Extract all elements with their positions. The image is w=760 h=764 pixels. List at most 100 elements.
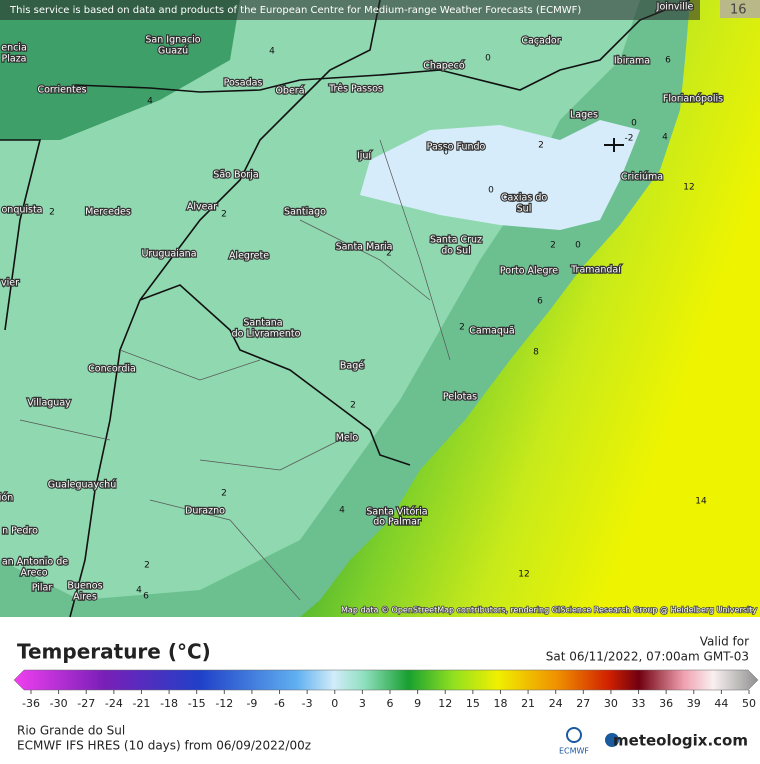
contour-label: 14 (695, 497, 707, 507)
city-label: Uruguaiana (141, 249, 196, 260)
colorbar (13, 669, 759, 691)
contour-label: 0 (631, 119, 637, 129)
notice-bg (0, 0, 700, 20)
notice: This service is based on data and produc… (9, 5, 581, 16)
city-label: Plaza (2, 54, 27, 65)
contour-label: 4 (339, 506, 345, 516)
attribution: Map data © OpenStreetMap contributors, r… (341, 606, 757, 615)
colorbar-tick-label: -6 (274, 697, 285, 710)
city-label: onquista (1, 205, 42, 216)
contour-label: 2 (538, 141, 544, 151)
city-label: Melo (336, 433, 359, 444)
colorbar-tick-label: -15 (188, 697, 206, 710)
colorbar-tick-label: -21 (132, 697, 150, 710)
contour-label: 4 (147, 97, 153, 107)
city-label: Aires (73, 592, 97, 603)
contour-label: 2 (221, 210, 227, 220)
legend-title: Temperature (°C) (17, 640, 211, 664)
city-label: Concordia (88, 364, 136, 375)
city-label: São Borja (213, 170, 258, 181)
city-label: encia (1, 43, 27, 54)
contour-label: 2 (459, 323, 465, 333)
model: ECMWF IFS HRES (10 days) from 06/09/2022… (17, 739, 311, 753)
city-label: do Palmar (373, 517, 421, 528)
colorbar-tick-label: -18 (160, 697, 178, 710)
city-label: Bagé (340, 361, 364, 372)
city-label: Três Passos (328, 84, 383, 95)
colorbar-tick-label: 21 (521, 697, 535, 710)
corner-label: 16 (730, 3, 747, 18)
brand: meteologix.com (613, 732, 748, 750)
contour-label: 2 (550, 241, 556, 251)
city-label: Lages (570, 110, 598, 121)
colorbar-tick-label: 12 (438, 697, 452, 710)
city-label: Santa Maria (336, 242, 393, 253)
colorbar-tick-label: 0 (331, 697, 338, 710)
city-label: Sul (517, 204, 532, 215)
colorbar-tick-label: 50 (742, 697, 756, 710)
city-label: Passo Fundo (427, 142, 486, 153)
city-label: Posadas (224, 78, 263, 89)
contour-label: 12 (518, 570, 529, 580)
colorbar-ticks: -36 -30 -27 -24 -21 -18 -15 -12 -9 -6 -3 0 3 6 9 12 15 18… (22, 690, 756, 710)
colorbar-tick-label: 44 (714, 697, 728, 710)
city-label: Pilar (32, 583, 53, 594)
city-label: Porto Alegre (500, 266, 558, 277)
city-label: Pelotas (443, 392, 477, 403)
colorbar-tick-label: 36 (659, 697, 673, 710)
contour-label: 2 (350, 401, 356, 411)
contour-label: 4 (136, 586, 142, 596)
city-label: Villaguay (27, 398, 71, 409)
valid-label: Valid for (700, 635, 749, 649)
city-label: Santiago (284, 207, 326, 218)
city-label: Durazno (185, 506, 225, 517)
city-label: Buenos (67, 581, 102, 592)
colorbar-tick-label: -9 (246, 697, 257, 710)
city-label: Chapecó (423, 61, 465, 72)
contour-label: 0 (575, 241, 581, 251)
colorbar-tick-label: 39 (687, 697, 701, 710)
city-label: Ibirama (614, 56, 650, 67)
cold-area (360, 120, 640, 230)
colorbar-tick-label: 6 (387, 697, 394, 710)
colorbar-tick-label: 27 (576, 697, 590, 710)
region: Rio Grande do Sul (17, 724, 125, 738)
admin-lines (19, 139, 451, 601)
contour-label: 6 (537, 297, 543, 307)
colorbar-tick-label: -27 (77, 697, 95, 710)
city-label: ión (0, 493, 13, 504)
city-label: Ijuí (357, 151, 371, 162)
colorbar-tick-label: 15 (466, 697, 480, 710)
brand-logo (605, 733, 619, 747)
city-label: do Livramento (232, 329, 301, 340)
ecmwf-logo (566, 727, 582, 743)
contour-label: 2 (49, 208, 55, 218)
borders (0, 0, 691, 618)
colorbar-tick-label: -3 (302, 697, 313, 710)
contour-label: 4 (662, 133, 668, 143)
colorbar-tick-label: 9 (414, 697, 421, 710)
colorbar-tick-label: 24 (549, 697, 563, 710)
city-label: Santana (243, 318, 282, 329)
city-label: Gualeguaychú (48, 480, 116, 491)
colorbar-tick-label: -36 (22, 697, 40, 710)
contour-label: 4 (269, 47, 275, 57)
city-label: Alvear (187, 202, 217, 213)
city-label: Caxias do (501, 193, 548, 204)
valid-time: Sat 06/11/2022, 07:00am GMT-03 (546, 650, 749, 664)
city-label: an Antonio de (2, 557, 68, 568)
colorbar-tick-label: -12 (215, 697, 233, 710)
city-label: Corrientes (37, 85, 86, 96)
city-label: Joinville (656, 2, 694, 13)
city-label: Criciúma (621, 172, 663, 183)
city-label: do Sul (441, 246, 471, 257)
ecmwf-text: ECMWF (559, 747, 589, 756)
corner-box (720, 0, 760, 18)
colorbar-tick-label: 33 (632, 697, 646, 710)
city-label: n Pedro (2, 526, 38, 537)
colorbar-tick-label: -24 (105, 697, 123, 710)
contour-label: 6 (665, 56, 671, 66)
